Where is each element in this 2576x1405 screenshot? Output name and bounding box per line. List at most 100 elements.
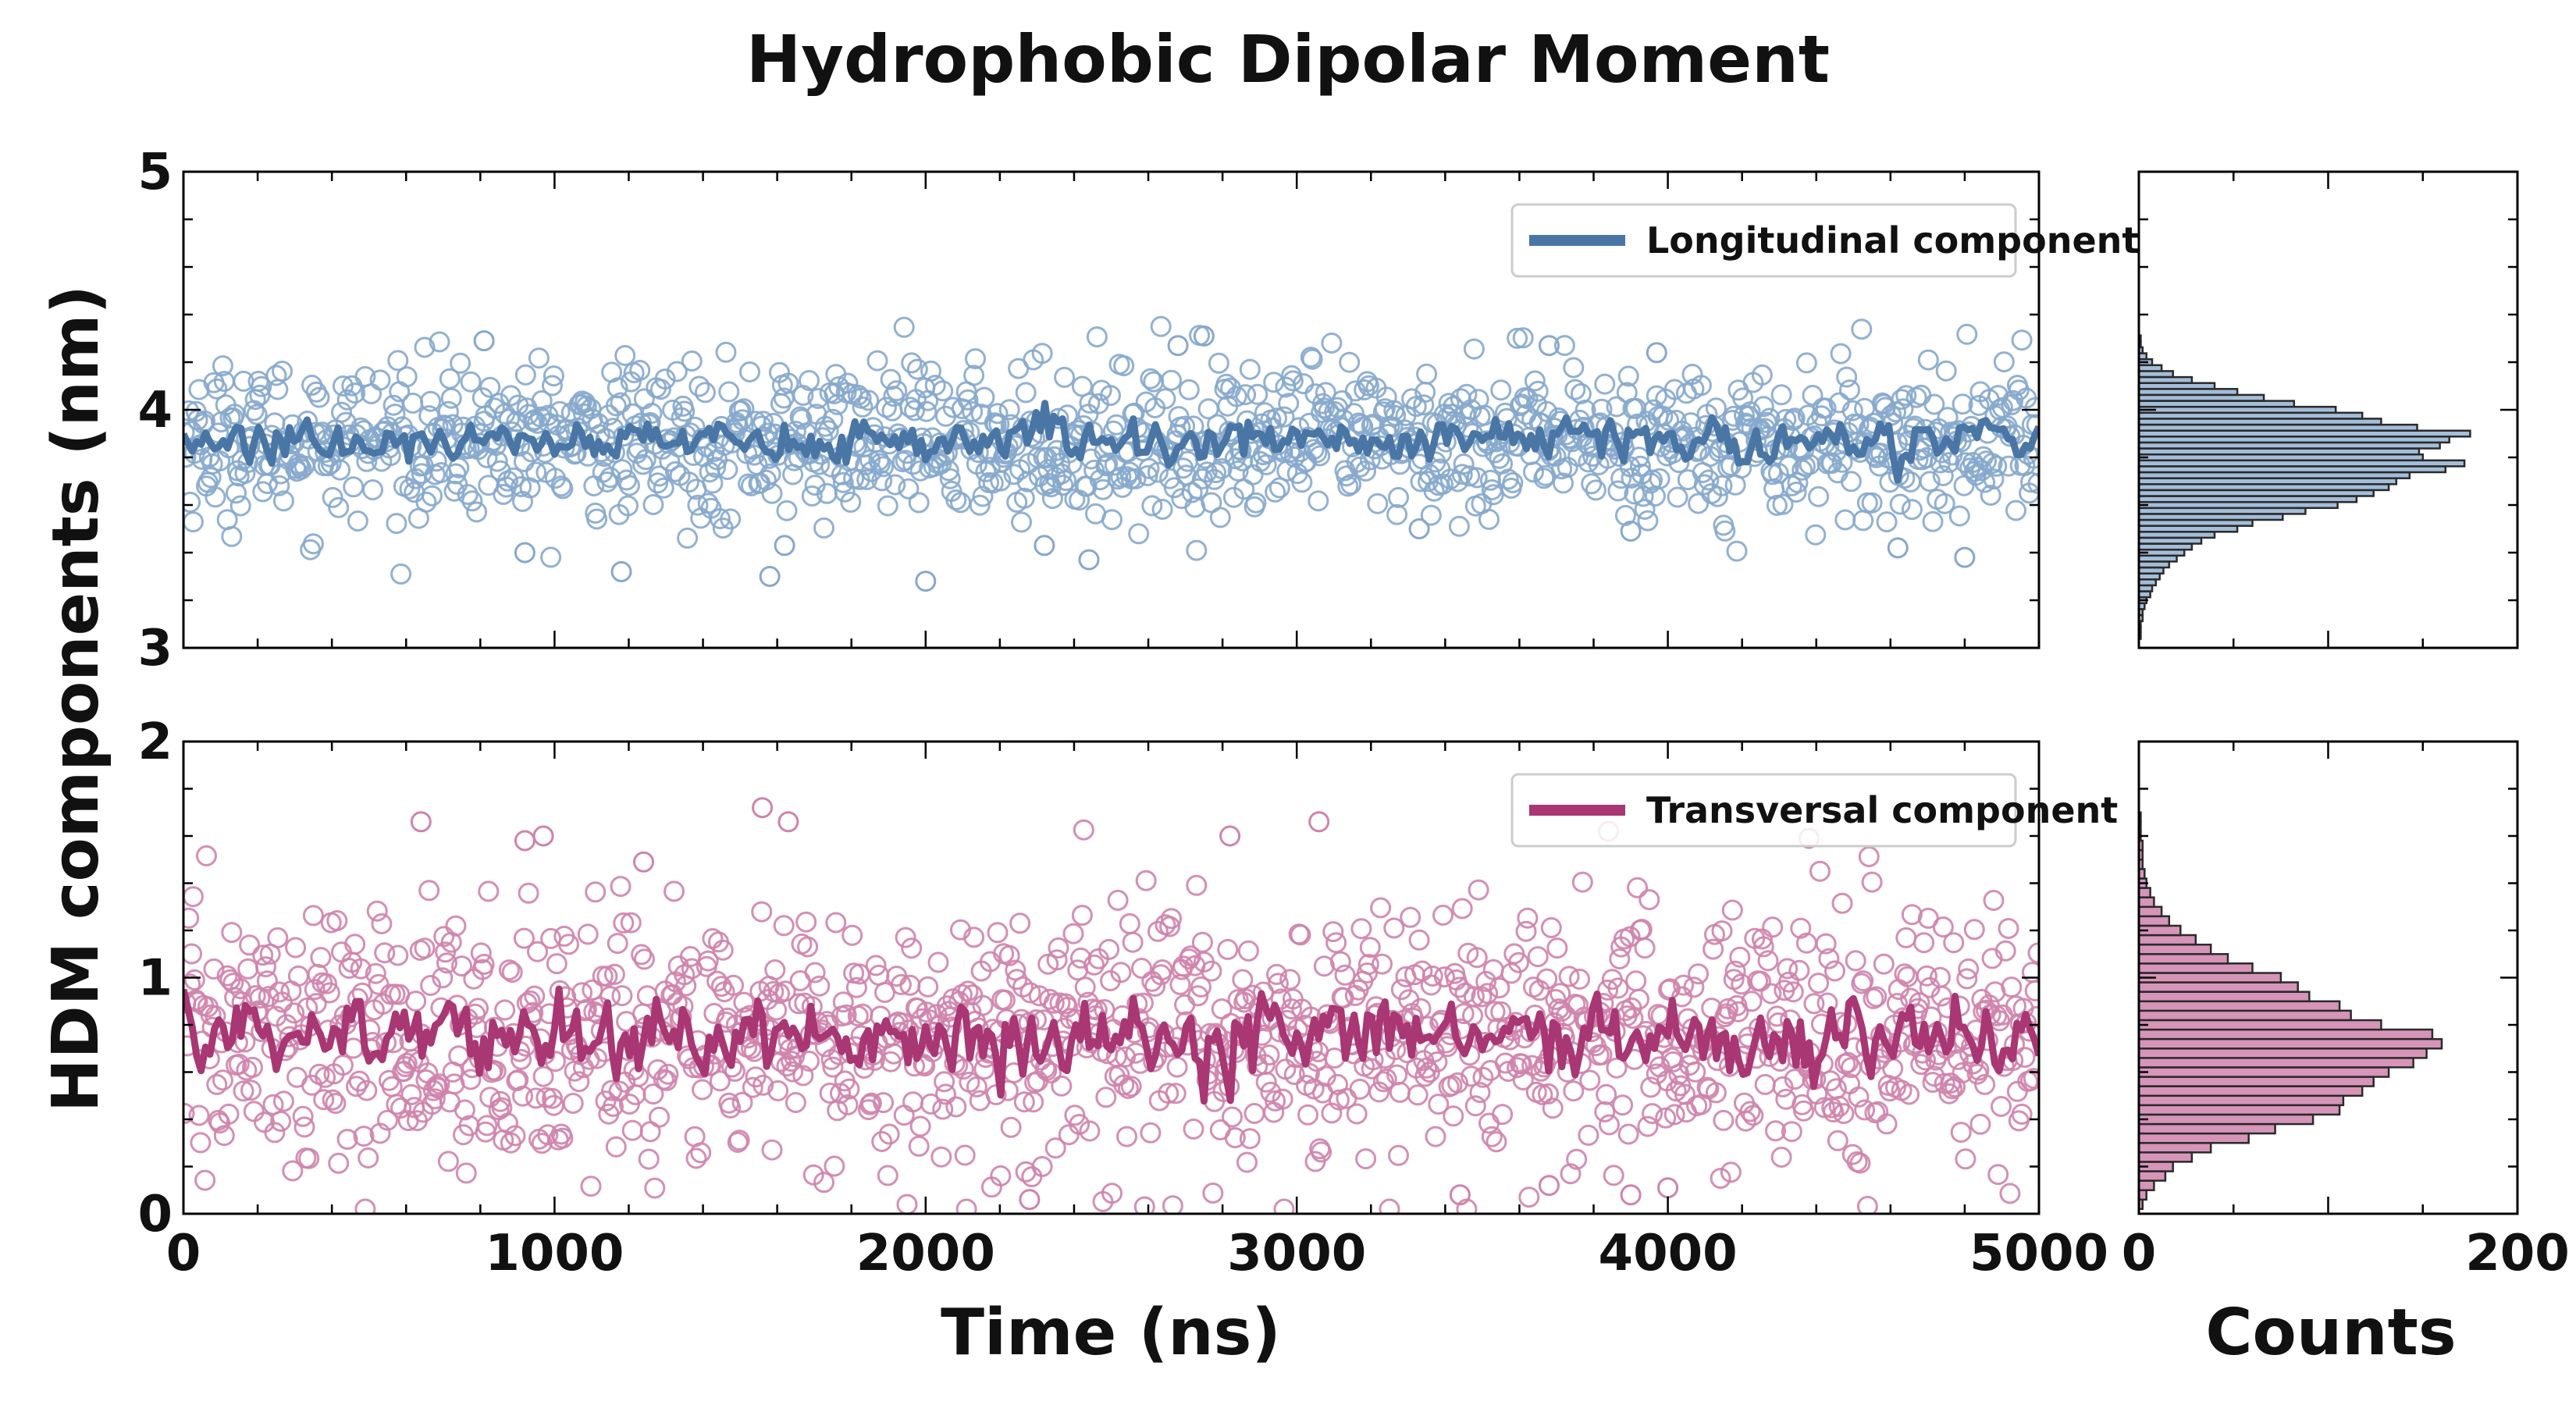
scatter-point: [239, 934, 261, 956]
scatter-point: [369, 369, 391, 391]
scatter-point: [315, 441, 336, 463]
histogram-bar: [2137, 1122, 2276, 1135]
scatter-point: [838, 1078, 860, 1100]
scatter-point: [518, 882, 539, 904]
scatter-point: [1388, 486, 1409, 508]
scatter-point: [1515, 920, 1537, 942]
scatter-point: [664, 461, 686, 482]
scatter-point: [1856, 492, 1878, 514]
scatter-point: [1638, 889, 1660, 911]
scatter-point: [325, 1093, 347, 1115]
scatter-point: [1901, 499, 1923, 521]
scatter-point: [1265, 481, 1286, 503]
scatter-point: [1166, 1056, 1188, 1078]
scatter-point: [344, 382, 366, 404]
scatter-point: [1571, 871, 1593, 893]
scatter-point: [1355, 460, 1377, 482]
scatter-point: [322, 486, 343, 508]
scatter-point: [1713, 1109, 1735, 1131]
scatter-point: [1069, 1114, 1091, 1135]
scatter-point: [715, 341, 737, 363]
scatter-point: [1920, 425, 1942, 447]
scatter-point: [1463, 986, 1485, 1008]
scatter-point: [1834, 509, 1856, 531]
scatter-point: [1133, 1196, 1155, 1214]
scatter-point: [969, 494, 991, 516]
scatter-point: [224, 404, 246, 425]
scatter-point: [694, 382, 716, 404]
scatter-point: [1932, 465, 1954, 486]
scatter-point-outlier: [473, 330, 495, 352]
scatter-point: [1836, 366, 1858, 388]
scatter-point: [712, 939, 734, 961]
scatter-point: [326, 910, 348, 931]
scatter-point: [1278, 393, 1300, 414]
scatter-point-outlier: [1078, 549, 1100, 571]
scatter-point: [1308, 490, 1329, 512]
scatter-point: [552, 1127, 574, 1149]
scatter-point: [476, 1115, 498, 1136]
scatter-point: [448, 457, 470, 478]
scatter-point: [1147, 461, 1169, 483]
scatter-point: [1895, 385, 1917, 407]
scatter-point: [1239, 358, 1261, 380]
scatter-point: [1255, 454, 1277, 475]
scatter-point: [1011, 511, 1032, 533]
scatter-point: [930, 1146, 952, 1168]
scatter-point: [310, 947, 332, 969]
scatter-point: [396, 366, 418, 388]
scatter-point: [1594, 373, 1616, 395]
scatter-point: [188, 1104, 210, 1126]
scatter-point: [1876, 511, 1898, 533]
scatter-point: [617, 495, 639, 517]
scatter-point: [1612, 1094, 1634, 1116]
scatter-point: [1553, 472, 1574, 494]
scatter-point: [886, 380, 908, 402]
scatter-point: [906, 358, 928, 380]
scatter-point: [1983, 468, 2005, 490]
scatter-point: [678, 471, 699, 493]
scatter-point: [183, 907, 200, 929]
scatter-point: [1209, 507, 1231, 528]
scatter-point: [610, 392, 632, 414]
scatter-point: [1558, 966, 1580, 987]
scatter-point: [233, 1080, 254, 1102]
scatter-point: [1950, 1122, 1972, 1144]
scatter-point: [1778, 971, 1800, 993]
scatter-point: [513, 927, 535, 949]
scatter-point: [607, 377, 628, 399]
scatter-point: [1886, 993, 1908, 1014]
scatter-point: [957, 389, 979, 411]
scatter-point: [1375, 1068, 1397, 1090]
scatter-point: [1637, 1115, 1659, 1137]
scatter-point: [1782, 410, 1804, 432]
histogram-bar: [2137, 1104, 2341, 1116]
scatter-point: [1680, 412, 1702, 434]
scatter-point: [1379, 1198, 1400, 1214]
scatter-point: [1224, 1127, 1246, 1149]
scatter-point: [890, 973, 912, 995]
scatter-point: [1784, 407, 1806, 429]
scatter-point: [251, 375, 272, 397]
scatter-point: [455, 1162, 477, 1184]
scatter-point: [1785, 482, 1807, 503]
scatter-point: [1031, 1156, 1053, 1177]
scatter-point: [618, 475, 640, 496]
scatter-point-outlier: [1019, 1189, 1041, 1211]
histogram-bar: [2137, 1179, 2155, 1192]
scatter-point: [1956, 968, 1978, 990]
scatter-point: [860, 1092, 882, 1114]
scatter-point: [1815, 933, 1837, 955]
scatter-point: [987, 403, 1009, 425]
scatter-point: [1688, 493, 1710, 514]
scatter-point: [1642, 469, 1663, 491]
scatter-point: [1451, 464, 1473, 486]
scatter-point: [1849, 1152, 1871, 1174]
scatter-point: [1105, 414, 1127, 436]
scatter-point: [1542, 1097, 1564, 1119]
scatter-point: [1484, 442, 1506, 464]
scatter-point: [420, 975, 442, 996]
scatter-point: [1031, 343, 1053, 365]
scatter-point: [1464, 1095, 1486, 1117]
scatter-point: [2023, 447, 2039, 469]
